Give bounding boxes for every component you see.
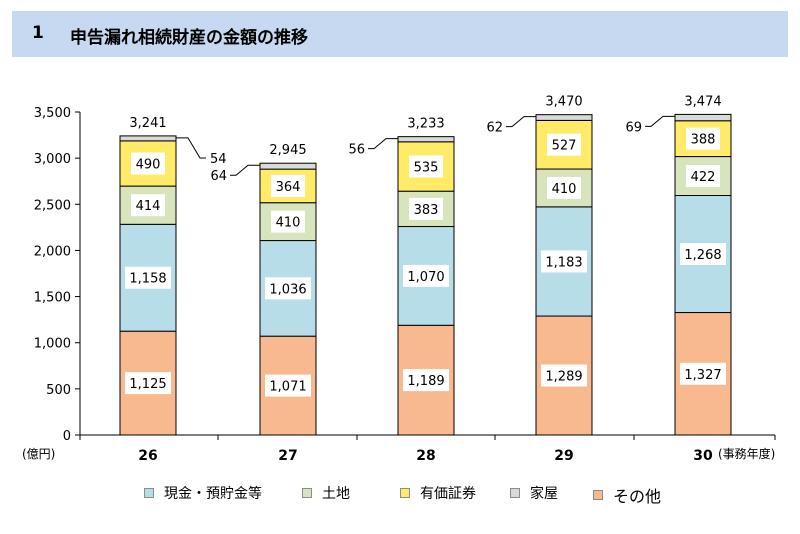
legend-label-houses: 家屋 <box>530 486 558 502</box>
callout-line <box>176 137 206 159</box>
data-label-box <box>686 165 720 188</box>
callout-label: 54 <box>210 152 227 167</box>
legend-swatch-securities <box>400 488 410 498</box>
x-tick-label: 26 <box>138 448 157 464</box>
segment-houses <box>674 113 732 122</box>
callout-label: 56 <box>348 143 365 158</box>
total-label: 2,945 <box>269 143 306 158</box>
y-tick-label: 500 <box>46 383 71 398</box>
y-unit-label: (億円) <box>22 447 55 461</box>
data-label: 383 <box>414 203 439 218</box>
page-title: 申告漏れ相続財産の金額の推移 <box>70 28 308 48</box>
x-tick-label: 27 <box>278 448 297 464</box>
y-tick-label: 1,500 <box>34 291 71 306</box>
y-tick-label: 1,000 <box>34 337 71 352</box>
data-label-box <box>125 266 171 289</box>
total-label: 3,470 <box>545 95 582 110</box>
data-label-box <box>265 277 311 300</box>
data-label-box <box>541 364 587 387</box>
y-tick-label: 3,500 <box>34 106 71 121</box>
legend-label-land: 土地 <box>322 486 350 502</box>
data-label-box <box>271 174 305 197</box>
data-label: 1,036 <box>269 282 306 297</box>
legend-label-securities: 有価証券 <box>420 486 476 502</box>
data-label-box <box>680 362 726 385</box>
callout-label: 62 <box>486 121 503 136</box>
data-label: 1,289 <box>545 370 582 385</box>
data-label: 388 <box>691 133 716 148</box>
segment-houses <box>259 162 317 170</box>
data-label-box <box>541 250 587 273</box>
data-label-box <box>686 127 720 150</box>
segment-houses <box>397 136 455 143</box>
y-tick-label: 2,500 <box>34 198 71 213</box>
data-label: 364 <box>276 180 301 195</box>
data-label-box <box>403 369 449 392</box>
callout-line <box>230 164 260 176</box>
data-label-box <box>265 374 311 397</box>
x-tick-label: 28 <box>416 448 435 464</box>
callout-line <box>645 115 675 127</box>
x-unit-label: (事務年度) <box>718 446 775 461</box>
y-tick-label: 2,000 <box>34 244 71 259</box>
callout-line <box>368 138 398 150</box>
data-label-box <box>680 243 726 266</box>
legend-item-land: 土地 <box>302 483 350 503</box>
legend-swatch-cash <box>144 488 154 498</box>
data-label-box <box>131 152 165 175</box>
data-label-box <box>131 194 165 217</box>
data-label-box <box>403 264 449 287</box>
data-label-box <box>125 372 171 395</box>
data-label-box <box>547 133 581 156</box>
callout-label: 69 <box>625 120 642 135</box>
data-label: 527 <box>552 139 577 154</box>
x-tick-label: 29 <box>554 448 573 464</box>
data-label: 490 <box>136 157 161 172</box>
data-label: 1,071 <box>269 380 306 395</box>
data-label: 1,189 <box>407 374 444 389</box>
legend-swatch-other <box>593 490 603 500</box>
legend-swatch-land <box>302 488 312 498</box>
total-label: 3,233 <box>407 117 444 132</box>
legend-label-other: その他 <box>613 487 662 506</box>
x-tick-label: 30 <box>693 448 713 464</box>
data-label-box <box>409 197 443 220</box>
section-number: 1 <box>32 23 44 43</box>
data-label-box <box>409 155 443 178</box>
segment-houses <box>535 114 593 121</box>
data-label: 1,125 <box>129 377 166 392</box>
callout-label: 64 <box>210 169 227 184</box>
data-label: 1,183 <box>545 255 582 270</box>
y-tick-label: 0 <box>63 429 71 444</box>
data-label-box <box>271 210 305 233</box>
legend-item-houses: 家屋 <box>510 483 558 503</box>
data-label-box <box>547 176 581 199</box>
title-bar: 1 申告漏れ相続財産の金額の推移 <box>12 11 788 57</box>
total-label: 3,474 <box>684 94 721 109</box>
data-label: 410 <box>276 216 301 231</box>
callout-line <box>506 116 536 128</box>
data-label: 1,158 <box>129 272 166 287</box>
legend-label-cash: 現金・預貯金等 <box>164 486 262 502</box>
data-label: 410 <box>552 182 577 197</box>
legend-swatch-houses <box>510 488 520 498</box>
segment-houses <box>119 135 177 142</box>
data-label: 1,070 <box>407 270 444 285</box>
data-label: 414 <box>136 199 161 214</box>
legend-item-securities: 有価証券 <box>400 483 476 503</box>
legend-item-other: その他 <box>593 483 661 507</box>
y-tick-label: 3,000 <box>34 152 71 167</box>
data-label: 422 <box>691 170 716 185</box>
legend: 現金・預貯金等 土地 有価証券 家屋 その他 <box>0 483 800 507</box>
data-label: 1,327 <box>684 368 721 383</box>
total-label: 3,241 <box>129 116 166 131</box>
legend-item-cash: 現金・預貯金等 <box>144 483 262 503</box>
data-label: 535 <box>414 160 439 175</box>
data-label: 1,268 <box>684 248 721 263</box>
